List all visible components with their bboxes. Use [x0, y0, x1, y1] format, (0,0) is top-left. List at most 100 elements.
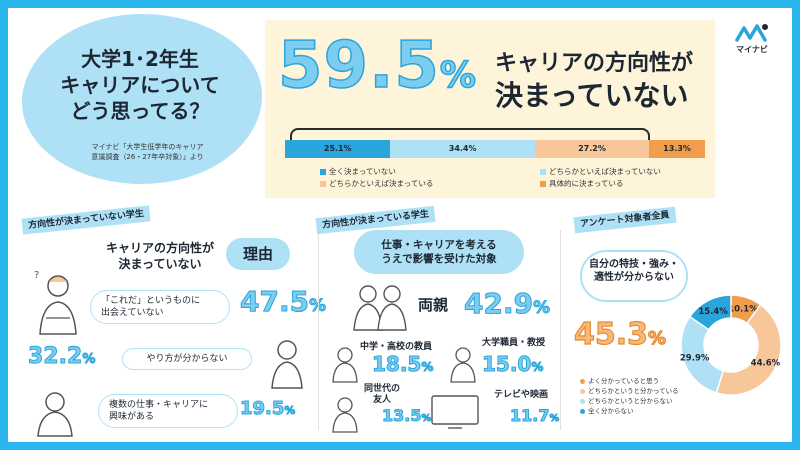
bar-legend-item: どちらかといえば決まっていない [540, 166, 661, 177]
influence-unit: % [549, 413, 560, 425]
stacked-bar-segment: 34.4% [390, 140, 535, 158]
reason-unit: % [309, 295, 327, 316]
donut-legend-label: よく分かっていると思う [588, 377, 660, 385]
strengths-unit: % [647, 327, 667, 349]
reason-value: 19.5 [239, 398, 285, 420]
donut-legend-label: どちらかというと分からない [588, 397, 673, 405]
donut-slice-label: 10.1% [728, 304, 758, 314]
donut-slice-label: 29.9% [680, 354, 710, 364]
influence-unit: % [421, 360, 434, 375]
influence-label: テレビや映画 [494, 390, 549, 400]
bar-legend-label: どちらかといえば決まっていない [549, 167, 661, 176]
stacked-bar-segment: 13.3% [649, 140, 705, 158]
bar-legend-label: 具体的に決まっている [549, 179, 624, 188]
reason-unit: % [284, 404, 296, 418]
logo-text: マイナビ [736, 45, 768, 54]
question-bubble [22, 14, 262, 184]
question-title-line1: 大学1･2年生 [81, 47, 199, 71]
donut-legend: よく分かっていると思う どちらかというと分かっている どちらかというと分からない… [580, 376, 690, 416]
survey-source-line1: マイナビ「大学生低学年のキャリア [91, 143, 204, 151]
influence-label-line2: 友人 [373, 395, 392, 405]
influence-bubble: 仕事・キャリアを考える うえで影響を受けた対象 [354, 230, 524, 274]
donut-slice [715, 303, 782, 396]
mynavi-logo: マイナビ [724, 22, 780, 62]
reason-badge: 理由 [226, 238, 290, 270]
bar-legend-item: 具体的に決まっている [540, 178, 623, 189]
donut-legend-item: 全く分からない [580, 406, 690, 416]
donut-legend-label: 全く分からない [588, 407, 634, 415]
influence-value: 13.5 [381, 406, 422, 426]
teacher-icon [332, 347, 358, 383]
reason-text-line1: 「これだ」というものに [101, 296, 201, 306]
reason-percentage: 19.5% [239, 398, 296, 422]
headline-text-line2: 決まっていない [495, 79, 689, 112]
headline-percentage: 59.5% [277, 29, 477, 112]
strengths-value: 45.3 [573, 317, 649, 352]
donut-slice-label: 15.4% [698, 307, 728, 317]
headline-unit: % [439, 54, 477, 97]
headline-text: キャリアの方向性が 決まっていない [495, 50, 693, 114]
headline-brace [290, 128, 650, 140]
reason-text-line1: 複数の仕事・キャリアに [109, 400, 209, 410]
strengths-bubble-line2: 適性が分からない [594, 272, 674, 283]
question-title-line2: キャリアについて [60, 73, 220, 97]
friend-icon [332, 397, 358, 433]
left-section-title: キャリアの方向性が 決まっていない [100, 240, 220, 272]
reason-item: やり方が分からない [122, 348, 252, 370]
influence-unit: % [533, 297, 551, 318]
strengths-percentage: 45.3% [573, 317, 667, 356]
question-title: 大学1･2年生 キャリアについて どう思ってる？ [40, 46, 240, 124]
influence-bubble-line1: 仕事・キャリアを考える [381, 239, 497, 251]
reason-text-line2: 出会えていない [101, 308, 164, 318]
thinking-woman-icon: ? [34, 270, 77, 335]
confused-man-icon [271, 340, 303, 389]
legend-swatch-icon [320, 181, 326, 187]
influence-percentage: 11.7% [509, 406, 560, 429]
reason-item: 「これだ」というものに 出会えていない [90, 290, 230, 324]
reason-text-line1: やり方が分からない [146, 354, 228, 364]
influence-label: 同世代の 友人 [364, 384, 400, 406]
legend-swatch-icon [540, 169, 546, 175]
headline-value: 59.5 [277, 29, 440, 103]
legend-swatch-icon [320, 169, 326, 175]
headline-text-line1: キャリアの方向性が [495, 51, 694, 76]
influence-value: 42.9 [463, 287, 534, 320]
reason-text-line2: 興味がある [109, 412, 155, 422]
bar-legend-label: どちらかといえば決まっている [329, 179, 434, 188]
reason-unit: % [82, 352, 96, 368]
influence-value: 18.5 [371, 352, 422, 377]
parents-icon [353, 285, 407, 331]
legend-swatch-icon [580, 388, 585, 394]
professor-icon [450, 347, 476, 383]
donut-chart: 10.1% 44.6% 29.9% 15.4% [680, 294, 782, 396]
survey-source: マイナビ「大学生低学年のキャリア 意識調査（26・27年卒対象）」より [40, 142, 255, 162]
legend-swatch-icon [540, 181, 546, 187]
stacked-bar-segment: 27.2% [534, 140, 650, 158]
bar-legend-label: 全く決まっていない [329, 167, 396, 176]
influence-percentage: 13.5% [381, 406, 431, 429]
legend-swatch-icon [580, 408, 585, 414]
influence-percentage: 15.0% [481, 352, 544, 379]
section-divider [318, 230, 319, 430]
strengths-bubble-line1: 自分の特技・強み・ [589, 259, 679, 270]
reason-item: 複数の仕事・キャリアに 興味がある [98, 394, 238, 428]
influence-value: 15.0 [481, 352, 532, 377]
bar-legend-item: どちらかといえば決まっている [320, 178, 433, 189]
left-title-line2: 決まっていない [118, 257, 202, 271]
tv-screen-icon [431, 395, 479, 429]
donut-legend-item: どちらかというと分からない [580, 396, 690, 406]
donut-slice-label: 44.6% [751, 358, 781, 368]
reason-percentage: 32.2% [27, 344, 96, 373]
legend-swatch-icon [580, 398, 585, 404]
influence-unit: % [531, 360, 544, 375]
donut-slice [688, 294, 732, 331]
bar-legend-item: 全く決まっていない [320, 166, 396, 177]
stacked-bar: 25.1% 34.4% 27.2% 13.3% [285, 140, 705, 158]
influence-label: 両親 [418, 296, 449, 314]
question-title-line3: どう思ってる？ [70, 99, 210, 123]
reason-value: 47.5 [239, 285, 310, 318]
headline-box [265, 20, 715, 198]
influence-bubble-line2: うえで影響を受けた対象 [381, 253, 497, 265]
strengths-bubble: 自分の特技・強み・ 適性が分からない [580, 250, 688, 302]
